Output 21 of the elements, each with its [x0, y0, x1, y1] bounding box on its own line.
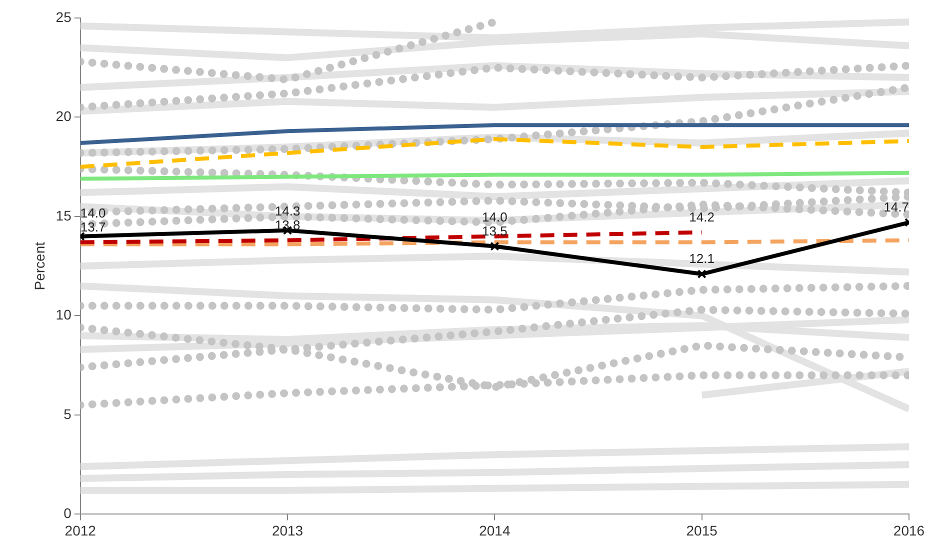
y-tick-label: 0: [64, 505, 72, 522]
x-tick-label: 2013: [272, 522, 304, 538]
data-label: 13.7: [80, 219, 106, 234]
x-tick-label: 2015: [686, 522, 718, 538]
data-label: 14.0: [482, 209, 508, 224]
y-axis-title: Percent: [31, 242, 48, 290]
data-label: 14.0: [80, 205, 106, 220]
data-label: 12.1: [689, 251, 714, 266]
y-tick-label: 20: [56, 108, 72, 124]
y-tick-label: 15: [56, 207, 72, 224]
x-tick-label: 2014: [479, 522, 510, 538]
data-label: 14.3: [274, 203, 300, 218]
x-tick-label: 2016: [893, 522, 925, 538]
data-label: 13.5: [482, 223, 508, 238]
data-label: 13.8: [274, 217, 300, 232]
x-tick-label: 2012: [64, 522, 96, 538]
y-tick-label: 10: [56, 306, 72, 323]
y-tick-label: 5: [64, 406, 72, 422]
data-label: 14.7: [884, 200, 909, 215]
y-tick-label: 25: [56, 8, 72, 25]
data-label: 14.2: [689, 209, 714, 224]
